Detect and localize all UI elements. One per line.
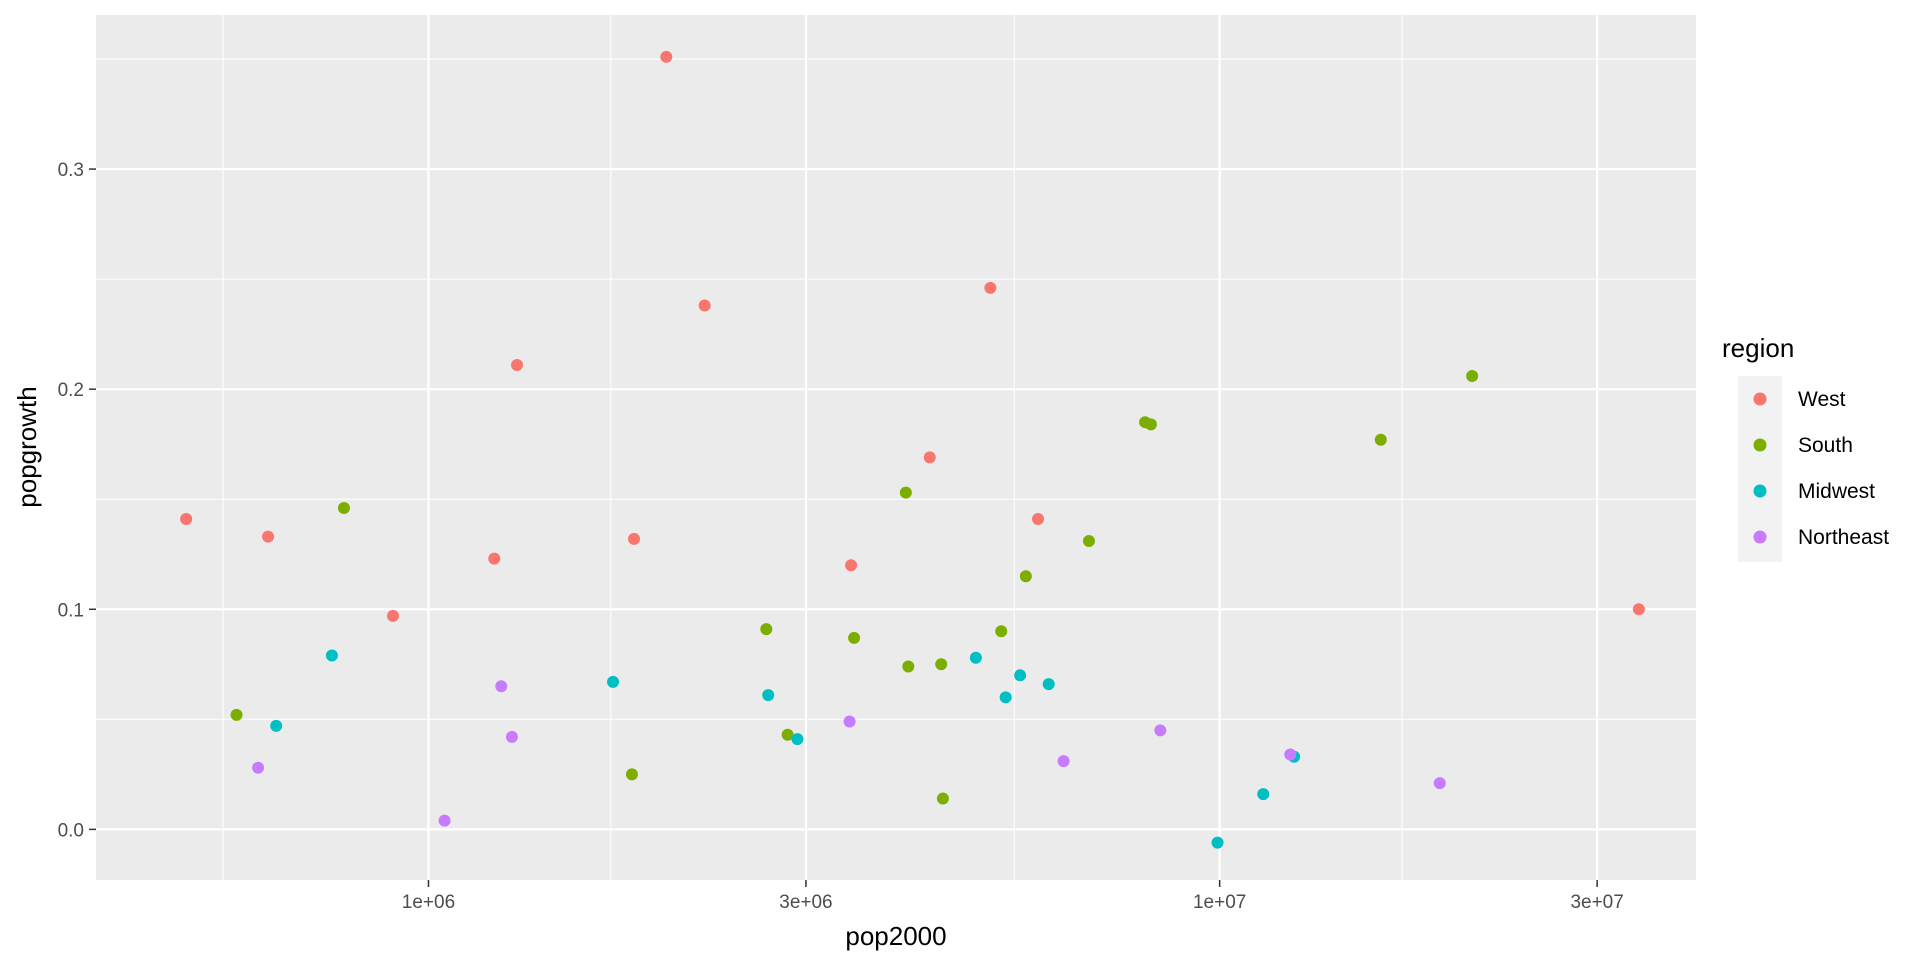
major-gridlines (96, 15, 1696, 880)
legend-label-northeast: Northeast (1798, 526, 1889, 549)
legend-key-midwest (1753, 484, 1767, 498)
data-points (180, 50, 1645, 849)
point-midwest (325, 649, 338, 662)
y-tick-label: 0.2 (58, 380, 84, 401)
point-west (845, 559, 858, 572)
point-south (935, 658, 948, 671)
point-northeast (1284, 748, 1297, 761)
point-south (1466, 369, 1479, 382)
point-midwest (999, 691, 1012, 704)
point-south (899, 486, 912, 499)
x-tick-label: 1e+07 (1193, 892, 1246, 913)
point-midwest (1211, 836, 1224, 849)
point-south (848, 631, 861, 644)
point-south (781, 728, 794, 741)
point-west (660, 50, 673, 63)
point-midwest (762, 689, 775, 702)
x-tick-label: 3e+07 (1570, 892, 1623, 913)
legend-key-west (1753, 392, 1767, 406)
legend: region West South Midwest Northeast (1722, 333, 1889, 562)
point-northeast (438, 814, 451, 827)
point-west (698, 299, 711, 312)
legend-label-south: South (1798, 434, 1853, 457)
point-south (902, 660, 915, 673)
point-west (511, 358, 524, 371)
legend-label-west: West (1798, 388, 1846, 411)
point-midwest (270, 719, 283, 732)
legend-key-northeast (1753, 530, 1767, 544)
point-south (1144, 418, 1157, 431)
point-northeast (1154, 724, 1167, 737)
legend-items: West South Midwest Northeast (1753, 388, 1889, 549)
point-midwest (791, 733, 804, 746)
y-axis: 0.0 0.1 0.2 0.3 (58, 160, 96, 841)
legend-title: region (1722, 333, 1794, 363)
point-west (262, 530, 275, 543)
point-midwest (1014, 669, 1027, 682)
point-west (1632, 603, 1645, 616)
point-south (936, 792, 949, 805)
y-tick-label: 0.0 (58, 820, 84, 841)
point-south (1082, 535, 1095, 548)
point-south (337, 502, 350, 515)
point-south (1374, 433, 1387, 446)
point-northeast (505, 730, 518, 743)
point-west (923, 451, 936, 464)
point-south (1019, 570, 1032, 583)
point-west (1032, 513, 1045, 526)
y-axis-title: popgrowth (12, 386, 42, 507)
x-axis: 1e+06 3e+06 1e+07 3e+07 (402, 880, 1624, 913)
point-west (387, 609, 400, 622)
point-south (760, 623, 773, 636)
point-midwest (1257, 788, 1270, 801)
x-tick-label: 1e+06 (402, 892, 455, 913)
point-west (628, 532, 641, 545)
y-tick-label: 0.3 (58, 160, 84, 181)
point-south (995, 625, 1008, 638)
point-northeast (495, 680, 508, 693)
point-midwest (607, 675, 620, 688)
point-midwest (969, 651, 982, 664)
plot-panel (96, 15, 1696, 880)
point-west (180, 513, 193, 526)
legend-key-south (1753, 438, 1767, 452)
point-northeast (252, 761, 265, 774)
point-northeast (1057, 755, 1070, 768)
x-axis-title: pop2000 (845, 921, 946, 951)
y-tick-label: 0.1 (58, 600, 84, 621)
legend-label-midwest: Midwest (1798, 480, 1875, 503)
minor-gridlines (96, 15, 1696, 880)
point-midwest (1042, 678, 1055, 691)
point-west (488, 552, 501, 565)
point-south (625, 768, 638, 781)
point-west (984, 281, 997, 294)
point-northeast (1433, 777, 1446, 790)
point-northeast (843, 715, 856, 728)
point-south (230, 708, 243, 721)
x-tick-label: 3e+06 (779, 892, 832, 913)
